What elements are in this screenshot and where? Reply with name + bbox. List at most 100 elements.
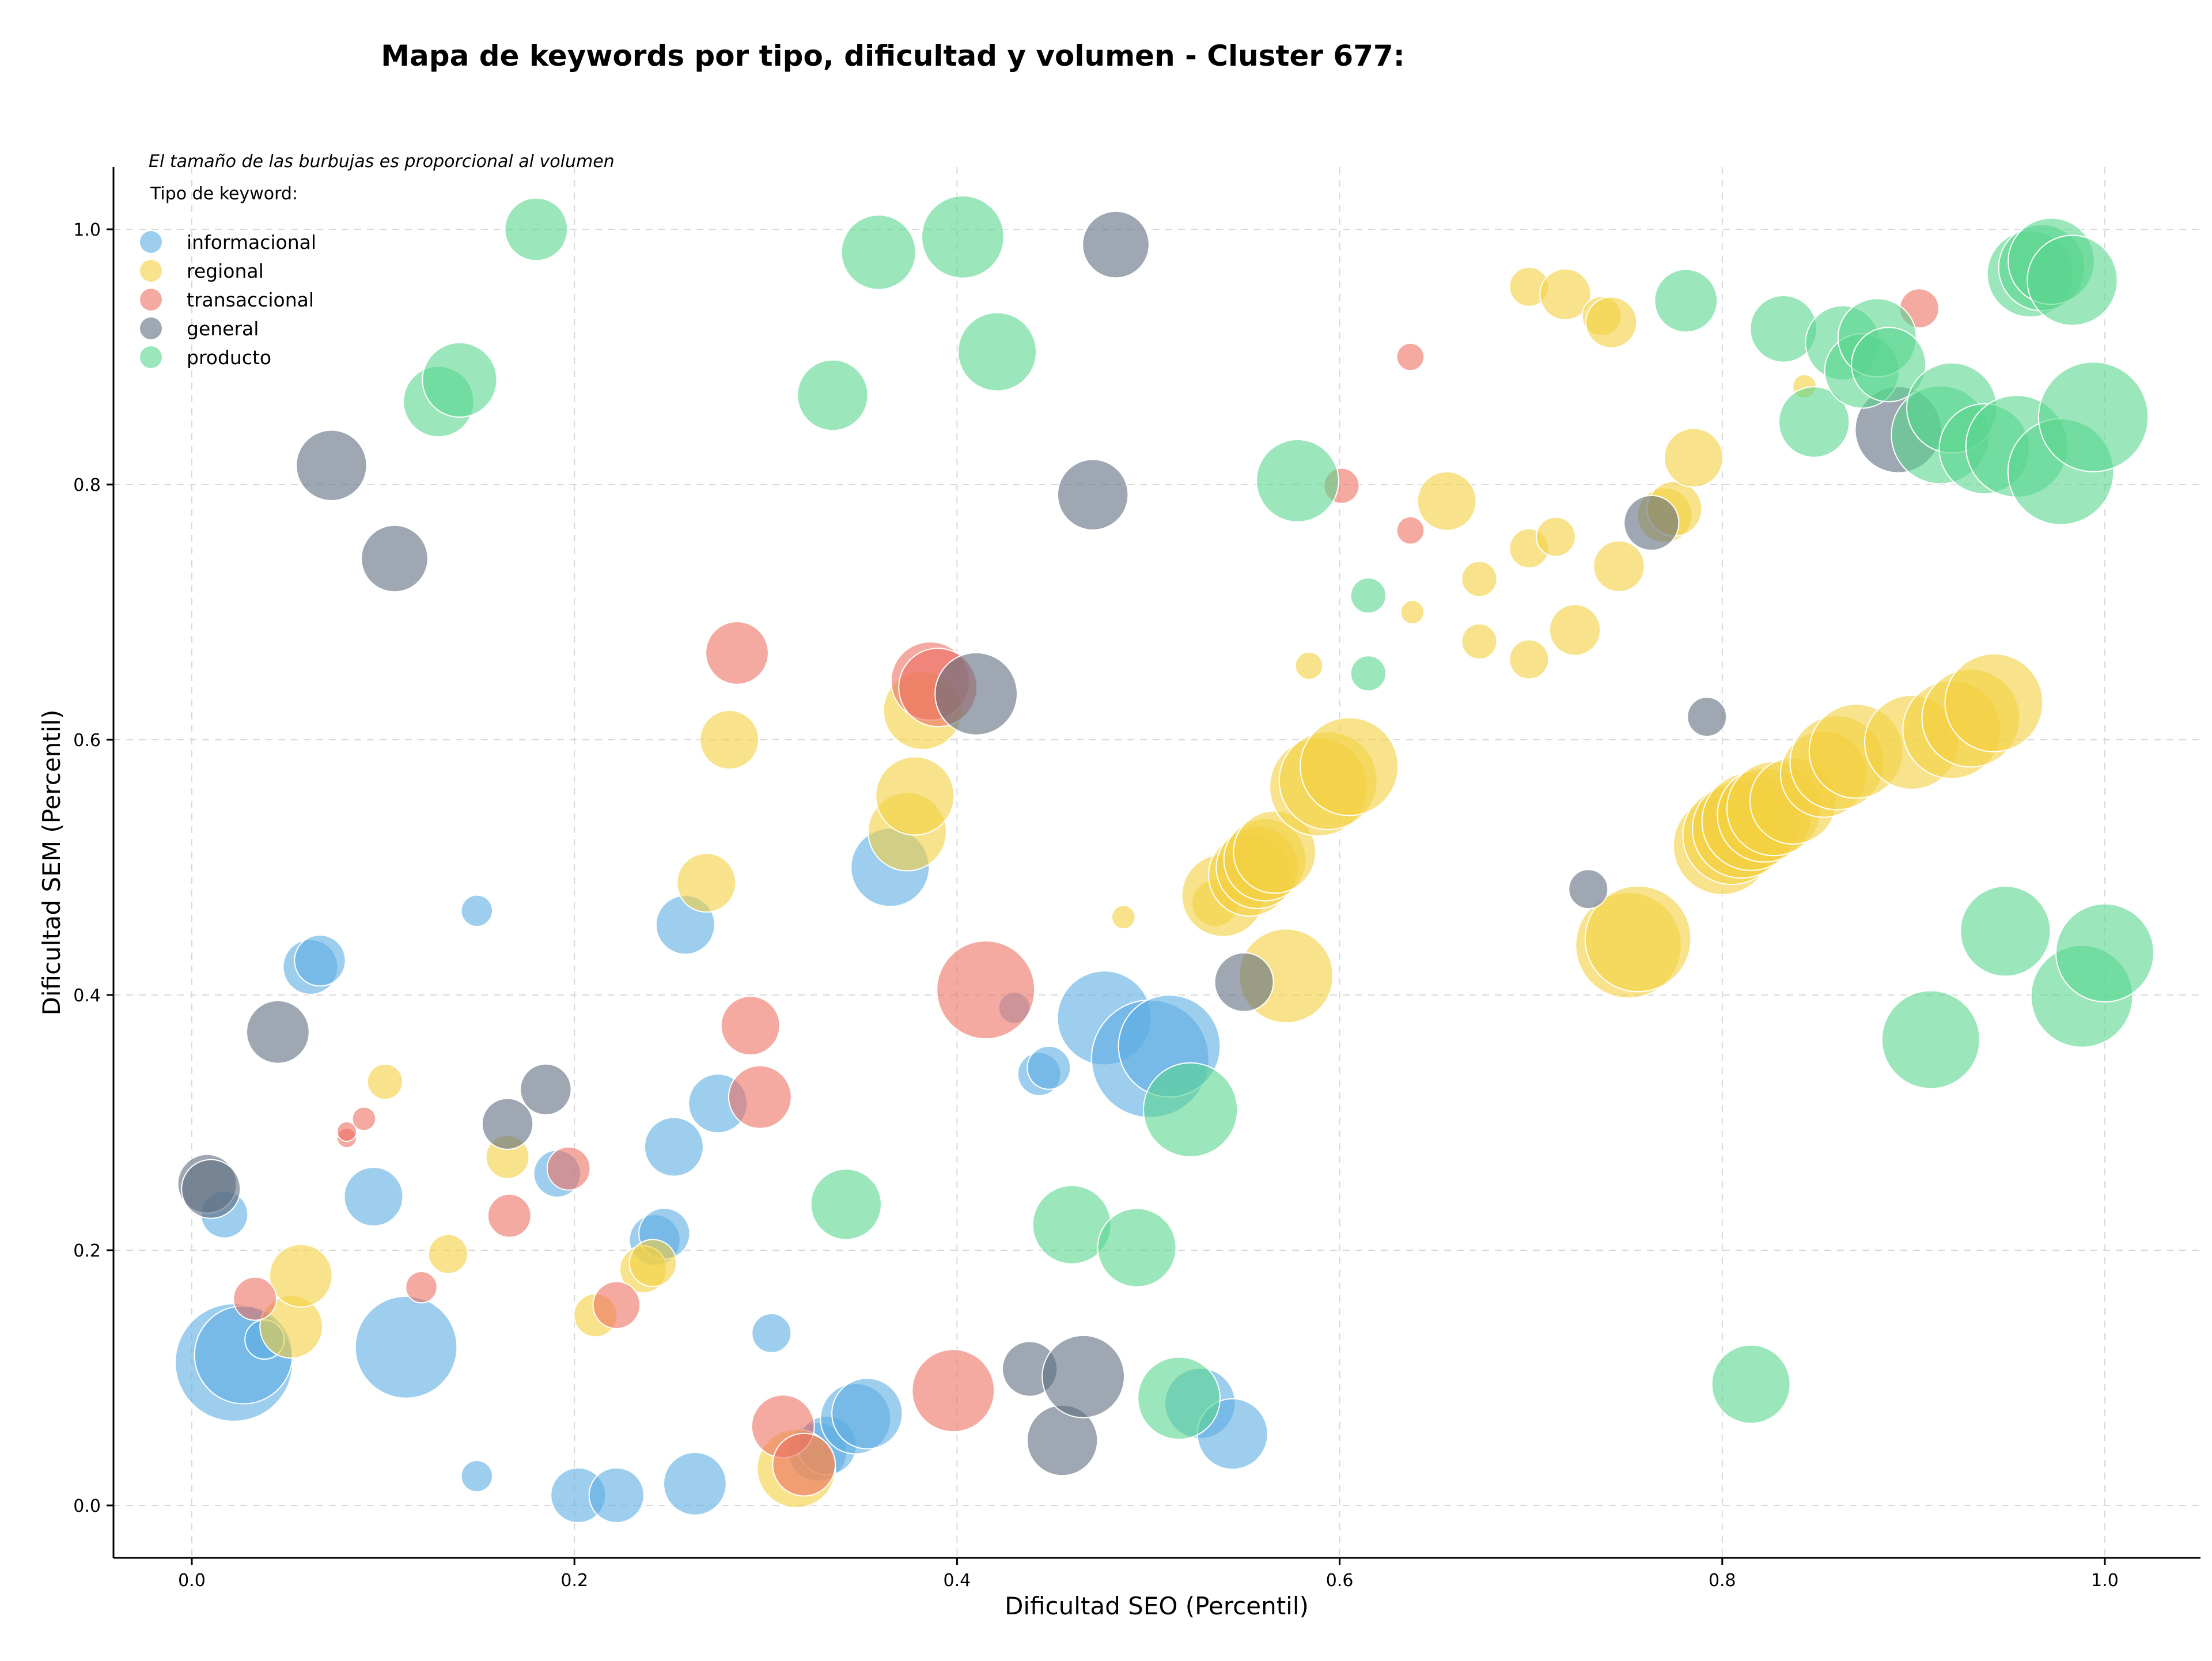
bubble-producto <box>1350 655 1387 692</box>
bubble-transaccional <box>351 1106 377 1132</box>
bubble-regional <box>428 1234 468 1274</box>
bubble-transaccional <box>911 1349 995 1433</box>
bubble-regional <box>1585 296 1638 349</box>
bubble-producto <box>797 359 869 432</box>
chart-title: Mapa de keywords por tipo, dificultad y … <box>381 39 1404 73</box>
x-tick-label: 0.6 <box>1326 1571 1354 1591</box>
bubble-transaccional <box>405 1271 438 1304</box>
bubble-regional <box>699 710 760 770</box>
bubble-regional <box>1400 600 1425 625</box>
bubble-producto <box>1143 1062 1238 1157</box>
bubble-producto <box>1711 1344 1791 1424</box>
y-tick-label: 0.2 <box>73 1241 101 1261</box>
ticks: 0.0 0.0 0.2 0.2 0.4 0.4 0.6 0.6 0.8 0.8 1.0 1.0 <box>73 220 2119 1591</box>
bubble-regional <box>1535 516 1576 557</box>
bubble-transaccional <box>592 1281 641 1329</box>
bubble-regional <box>1300 717 1399 816</box>
bubble-transaccional <box>772 1432 836 1497</box>
legend-label-informacional: informacional <box>187 231 316 253</box>
bubble-informacional <box>460 894 493 928</box>
bubble-informacional <box>460 1459 493 1493</box>
bubble-producto <box>2055 903 2154 1002</box>
bubble-informacional <box>588 1467 645 1523</box>
bubble-regional <box>1111 905 1136 930</box>
bubble-general <box>934 652 1018 736</box>
bubble-general <box>1041 1334 1125 1418</box>
bubble-general <box>296 429 368 501</box>
bubble-producto <box>1960 886 2051 977</box>
legend-marker-informacional <box>140 231 162 253</box>
legend-marker-general <box>140 317 162 339</box>
bubble-transaccional <box>546 1146 591 1191</box>
bubble-regional <box>1461 561 1498 597</box>
bubble-regional <box>676 853 737 913</box>
legend-label-regional: regional <box>187 260 264 282</box>
bubble-general <box>1568 869 1609 910</box>
bubble-regional <box>1509 639 1550 680</box>
y-tick-label: 0.0 <box>73 1496 101 1516</box>
bubble-general <box>1623 494 1680 551</box>
bubble-transaccional <box>336 1121 357 1142</box>
bubble-general <box>520 1063 572 1116</box>
bubble-regional <box>1548 604 1601 656</box>
legend-marker-producto <box>140 346 162 368</box>
legend-label-transaccional: transaccional <box>187 289 314 311</box>
bubble-general <box>481 1098 534 1150</box>
bubble-regional <box>268 1243 333 1308</box>
bubble-transaccional <box>233 1276 278 1321</box>
bubble-informacional <box>1027 1045 1071 1090</box>
y-tick-label: 0.8 <box>73 475 101 495</box>
legend: informacional regional transaccional genera… <box>140 231 316 369</box>
bubble-informacional <box>751 1313 792 1353</box>
x-tick-label: 0.4 <box>944 1571 971 1591</box>
bubble-informacional <box>294 934 346 987</box>
y-tick-label: 0.6 <box>73 731 101 751</box>
x-tick-label: 0.8 <box>1709 1571 1736 1591</box>
bubble-producto <box>1256 439 1339 523</box>
bubble-regional <box>1664 427 1724 488</box>
x-tick-label: 1.0 <box>2091 1571 2119 1591</box>
bubble-regional <box>1944 653 2044 752</box>
bubble-producto <box>422 342 498 418</box>
bubble-transaccional <box>720 996 781 1056</box>
bubble-producto <box>1654 268 1718 333</box>
bubble-informacional <box>831 1378 903 1450</box>
bubble-producto <box>1778 386 1850 458</box>
legend-label-producto: producto <box>187 346 271 369</box>
y-tick-label: 1.0 <box>73 220 101 240</box>
bubble-transaccional <box>728 1065 792 1129</box>
bubble-regional <box>1461 623 1498 660</box>
bubble-general <box>246 1000 310 1064</box>
bubbles-layer <box>175 195 2154 1523</box>
bubble-producto <box>840 214 916 290</box>
bubble-regional <box>628 1239 677 1287</box>
bubble-producto <box>1881 990 1980 1089</box>
bubble-transaccional <box>1396 516 1425 545</box>
bubble-transaccional <box>936 940 1036 1040</box>
bubble-regional <box>1294 651 1324 680</box>
bubble-producto <box>2037 361 2149 472</box>
bubble-general <box>361 524 429 593</box>
bubble-transaccional <box>1396 342 1425 372</box>
bubble-general <box>1214 952 1274 1012</box>
bubble-producto <box>2027 234 2118 326</box>
y-tick-label: 0.4 <box>73 986 101 1006</box>
bubble-producto <box>810 1168 882 1240</box>
bubble-producto <box>504 197 569 262</box>
bubble-informacional <box>343 1167 404 1227</box>
legend-marker-regional <box>140 260 162 282</box>
bubble-general <box>1082 210 1150 279</box>
bubble-producto <box>1097 1208 1177 1288</box>
bubble-general <box>1057 459 1129 531</box>
size-note: El tamaño de las burbujas es proporciona… <box>149 152 615 172</box>
bubble-transaccional <box>705 621 769 685</box>
bubble-producto <box>1137 1356 1221 1440</box>
legend-label-general: general <box>187 317 259 340</box>
axes <box>112 167 2200 1559</box>
y-axis-title: Dificultad SEM (Percentil) <box>37 710 66 1016</box>
bubble-regional <box>1584 885 1692 993</box>
bubble-regional <box>1593 540 1645 592</box>
bubble-producto <box>1851 327 1927 403</box>
bubble-informacional <box>663 1451 727 1516</box>
